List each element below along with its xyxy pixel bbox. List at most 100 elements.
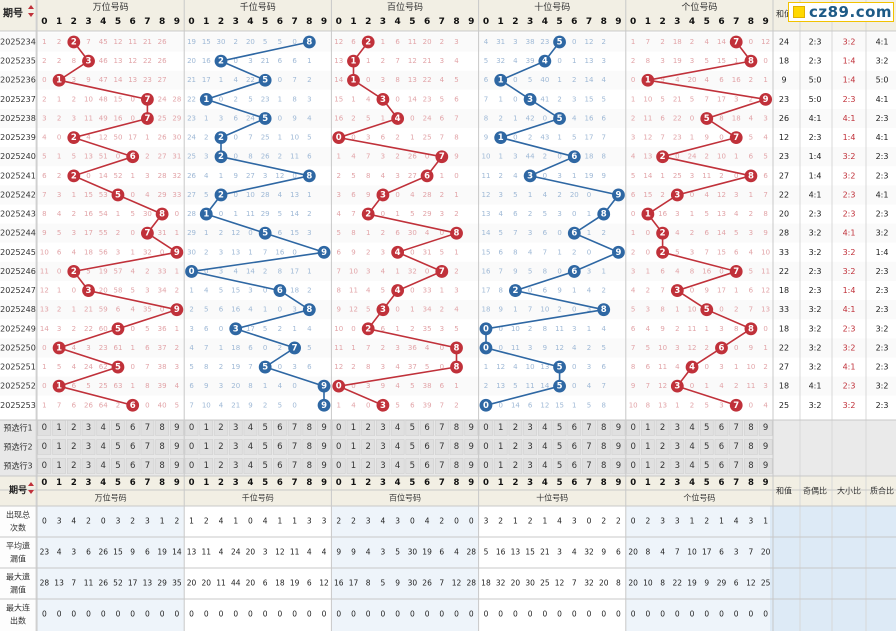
preselect-cell[interactable] — [552, 439, 567, 455]
preselect-cell[interactable] — [111, 439, 125, 455]
data-point[interactable] — [170, 303, 184, 317]
preselect-cell[interactable] — [434, 439, 449, 455]
data-point[interactable] — [744, 322, 758, 336]
data-point[interactable] — [612, 245, 625, 259]
preselect-cell[interactable] — [302, 458, 317, 474]
preselect-cell[interactable] — [626, 420, 640, 436]
preselect-cell[interactable] — [346, 458, 361, 474]
data-point[interactable] — [656, 226, 669, 240]
preselect-cell[interactable] — [214, 458, 228, 474]
preselect-cell[interactable] — [449, 439, 464, 455]
preselect-cell[interactable] — [729, 420, 744, 436]
preselect-cell[interactable] — [655, 439, 670, 455]
preselect-cell[interactable] — [184, 439, 199, 455]
preselect-cell[interactable] — [567, 458, 582, 474]
data-point[interactable] — [111, 360, 125, 374]
data-point[interactable] — [214, 131, 228, 145]
preselect-cell[interactable] — [611, 439, 626, 455]
preselect-cell[interactable] — [758, 458, 773, 474]
data-point[interactable] — [670, 284, 684, 297]
data-point[interactable] — [391, 112, 405, 125]
preselect-cell[interactable] — [170, 439, 184, 455]
data-point[interactable] — [332, 131, 346, 145]
data-point[interactable] — [199, 207, 213, 221]
data-point[interactable] — [52, 341, 66, 355]
data-point[interactable] — [435, 265, 449, 278]
preselect-cell[interactable] — [125, 420, 140, 436]
data-point[interactable] — [479, 341, 493, 355]
preselect-cell[interactable] — [273, 439, 287, 455]
data-point[interactable] — [141, 92, 154, 106]
preselect-cell[interactable] — [81, 439, 96, 455]
data-point[interactable] — [729, 35, 743, 49]
preselect-cell[interactable] — [331, 458, 346, 474]
preselect-cell[interactable] — [37, 458, 52, 474]
preselect-cell[interactable] — [493, 420, 508, 436]
data-point[interactable] — [111, 322, 125, 336]
preselect-cell[interactable] — [508, 420, 523, 436]
preselect-cell[interactable] — [96, 439, 111, 455]
preselect-cell[interactable] — [52, 420, 66, 436]
preselect-cell[interactable] — [317, 458, 331, 474]
data-point[interactable] — [67, 131, 81, 145]
preselect-cell[interactable] — [52, 458, 66, 474]
preselect-cell[interactable] — [125, 439, 140, 455]
data-point[interactable] — [361, 207, 375, 221]
preselect-cell[interactable] — [582, 439, 596, 455]
preselect-cell[interactable] — [228, 439, 243, 455]
data-point[interactable] — [759, 92, 773, 106]
preselect-cell[interactable] — [376, 439, 390, 455]
preselect-cell[interactable] — [361, 458, 376, 474]
data-point[interactable] — [185, 265, 198, 278]
preselect-cell[interactable] — [641, 420, 655, 436]
preselect-cell[interactable] — [331, 420, 346, 436]
preselect-cell[interactable] — [729, 458, 744, 474]
data-point[interactable] — [391, 284, 405, 297]
data-point[interactable] — [641, 207, 655, 221]
data-point[interactable] — [258, 360, 272, 374]
preselect-cell[interactable] — [729, 439, 744, 455]
data-point[interactable] — [347, 54, 360, 68]
data-point[interactable] — [494, 131, 508, 145]
preselect-cell[interactable] — [243, 420, 258, 436]
preselect-cell[interactable] — [464, 420, 479, 436]
data-point[interactable] — [523, 169, 537, 183]
preselect-cell[interactable] — [582, 420, 596, 436]
preselect-cell[interactable] — [67, 439, 81, 455]
preselect-cell[interactable] — [67, 420, 81, 436]
data-point[interactable] — [509, 284, 522, 297]
preselect-cell[interactable] — [214, 420, 228, 436]
data-point[interactable] — [258, 226, 272, 240]
preselect-cell[interactable] — [655, 420, 670, 436]
preselect-cell[interactable] — [317, 439, 331, 455]
preselect-cell[interactable] — [714, 439, 729, 455]
preselect-cell[interactable] — [111, 420, 125, 436]
preselect-cell[interactable] — [243, 458, 258, 474]
data-point[interactable] — [538, 54, 552, 68]
preselect-cell[interactable] — [228, 458, 243, 474]
preselect-cell[interactable] — [273, 458, 287, 474]
data-point[interactable] — [126, 398, 140, 412]
data-point[interactable] — [553, 379, 566, 393]
data-point[interactable] — [288, 341, 301, 355]
preselect-cell[interactable] — [538, 420, 552, 436]
preselect-cell[interactable] — [714, 458, 729, 474]
preselect-cell[interactable] — [258, 420, 272, 436]
preselect-cell[interactable] — [744, 458, 758, 474]
preselect-cell[interactable] — [420, 439, 434, 455]
data-point[interactable] — [553, 112, 566, 125]
sort-icon[interactable] — [28, 5, 34, 17]
preselect-cell[interactable] — [449, 458, 464, 474]
data-point[interactable] — [302, 303, 316, 317]
preselect-cell[interactable] — [744, 420, 758, 436]
preselect-cell[interactable] — [37, 439, 52, 455]
data-point[interactable] — [302, 35, 316, 49]
data-point[interactable] — [729, 398, 743, 412]
preselect-cell[interactable] — [626, 439, 640, 455]
preselect-cell[interactable] — [508, 439, 523, 455]
preselect-cell[interactable] — [287, 420, 302, 436]
preselect-cell[interactable] — [37, 420, 52, 436]
data-point[interactable] — [612, 188, 625, 202]
data-point[interactable] — [376, 398, 390, 412]
preselect-cell[interactable] — [96, 420, 111, 436]
